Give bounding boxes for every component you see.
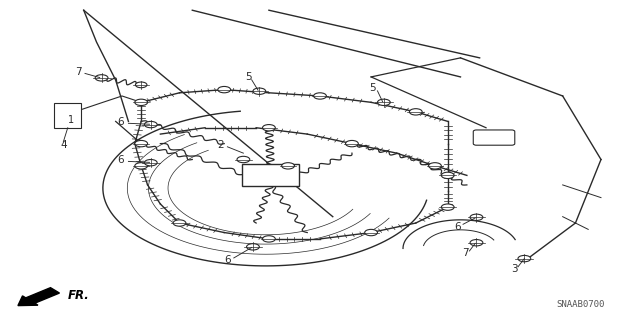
Text: SNAAB0700: SNAAB0700 [556, 300, 605, 309]
Circle shape [135, 140, 148, 147]
Text: FR.: FR. [68, 289, 90, 302]
Circle shape [346, 140, 358, 147]
Circle shape [442, 204, 454, 210]
FancyArrow shape [18, 288, 60, 306]
Circle shape [218, 86, 230, 93]
FancyBboxPatch shape [242, 164, 299, 186]
Circle shape [365, 229, 378, 236]
Text: 6: 6 [224, 255, 230, 264]
Circle shape [262, 236, 275, 242]
Circle shape [429, 163, 442, 169]
Circle shape [470, 240, 483, 246]
Circle shape [442, 172, 454, 179]
Text: 1: 1 [68, 115, 74, 125]
Circle shape [145, 122, 157, 128]
Circle shape [145, 160, 157, 166]
Text: 2: 2 [218, 140, 225, 150]
Circle shape [262, 124, 275, 131]
Circle shape [173, 220, 186, 226]
Circle shape [470, 214, 483, 220]
Circle shape [253, 88, 266, 94]
Circle shape [246, 244, 259, 250]
Text: 6: 6 [118, 117, 124, 127]
Text: 4: 4 [60, 140, 67, 150]
Text: 6: 6 [454, 222, 461, 232]
FancyBboxPatch shape [54, 103, 81, 128]
Circle shape [135, 99, 148, 106]
Circle shape [518, 256, 531, 262]
Circle shape [378, 99, 390, 106]
Text: 7: 7 [76, 67, 82, 77]
Text: 6: 6 [118, 155, 124, 165]
Circle shape [282, 163, 294, 169]
Circle shape [237, 156, 250, 163]
Text: 3: 3 [511, 264, 518, 274]
FancyBboxPatch shape [473, 130, 515, 145]
Text: 7: 7 [462, 248, 469, 258]
Circle shape [135, 163, 148, 169]
Circle shape [95, 75, 108, 81]
Text: 5: 5 [245, 72, 252, 82]
Text: 5: 5 [369, 83, 376, 93]
Circle shape [136, 82, 147, 88]
Circle shape [410, 109, 422, 115]
Circle shape [314, 93, 326, 99]
